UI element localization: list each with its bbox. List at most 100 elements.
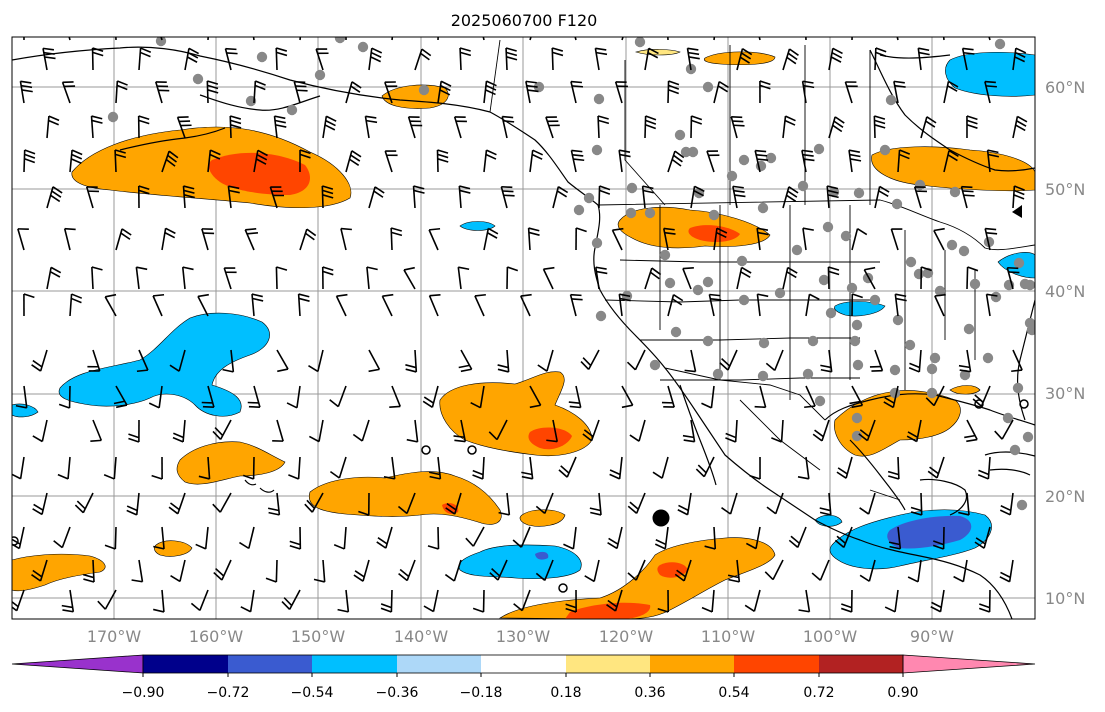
wind-barb	[337, 589, 350, 613]
colorbar-tick-label: −0.36	[376, 685, 419, 701]
wind-barb-flag	[907, 576, 919, 583]
wind-barb	[820, 349, 833, 373]
wind-barb	[195, 526, 209, 550]
wind-barb	[267, 492, 281, 516]
wind-barb-flag	[687, 47, 699, 51]
wind-barb-flag	[674, 150, 685, 159]
wind-barb	[797, 456, 810, 480]
wind-barb-staff	[182, 185, 186, 209]
wind-barb-flag	[986, 232, 998, 235]
wind-barb-staff	[644, 115, 647, 139]
wind-barb-flag	[302, 23, 312, 28]
wind-barb	[286, 385, 301, 409]
wind-barb-flag	[837, 467, 848, 475]
wind-barb-flag	[405, 364, 417, 369]
wind-barb-flag	[165, 227, 176, 235]
colorbar-tick-label: 0.18	[550, 685, 581, 701]
wind-barb-flag	[934, 293, 946, 297]
wind-barb-flag	[899, 149, 911, 155]
wind-barb-staff	[544, 492, 554, 514]
station-dot	[840, 230, 852, 242]
wind-barb-flag	[486, 80, 497, 87]
wind-barb-staff	[755, 526, 761, 549]
wind-barb-flag	[572, 153, 584, 157]
wind-barb	[719, 349, 738, 371]
wind-barb	[925, 385, 945, 407]
station-dot	[802, 368, 814, 380]
wind-barb-staff	[311, 492, 324, 513]
wind-barb	[242, 456, 255, 480]
station-dot	[1026, 324, 1035, 336]
wind-barb	[488, 419, 508, 441]
map-title: 2025060700 F120	[451, 11, 598, 30]
wind-barb-flag	[771, 437, 782, 443]
wind-barb-staff	[23, 149, 26, 173]
wind-barb-flag	[947, 85, 958, 92]
wind-barb-staff	[436, 149, 439, 173]
wind-barb-flag	[487, 227, 499, 235]
wind-barb-flag	[58, 403, 70, 409]
wind-barb	[227, 185, 240, 209]
wind-barb	[594, 47, 608, 71]
contour-blue-tropical	[458, 544, 582, 580]
wind-barb-flag	[895, 297, 907, 302]
wind-barb-flag	[853, 22, 863, 26]
wind-barb-staff	[644, 48, 650, 71]
wind-barb-staff	[297, 456, 301, 480]
wind-barb-staff	[736, 48, 744, 71]
wind-barb	[368, 349, 381, 373]
wind-barb-flag	[609, 473, 620, 480]
station-dot	[726, 170, 738, 182]
wind-barb-flag	[440, 80, 452, 87]
station-dot	[1019, 278, 1031, 290]
contour-blue-subtropical-pacific	[58, 312, 270, 417]
wind-barb-flag	[785, 115, 796, 122]
wind-barb-flag	[277, 368, 289, 373]
wind-barb	[483, 80, 497, 104]
wind-barb-flag	[351, 150, 362, 158]
wind-barb-flag	[429, 227, 441, 231]
wind-barb	[240, 589, 255, 613]
wind-barb	[389, 385, 401, 408]
wind-barb-staff	[67, 456, 71, 479]
wind-barb-flag	[584, 575, 595, 583]
wind-barb-staff	[527, 227, 531, 251]
wind-barb	[819, 492, 832, 516]
wind-barb-staff	[221, 559, 232, 581]
wind-barb-flag	[831, 51, 843, 59]
station-dot	[591, 144, 603, 156]
wind-barb-staff	[135, 267, 140, 290]
wind-barb	[405, 349, 418, 373]
wind-barb	[53, 526, 71, 549]
wind-barb-flag	[582, 357, 592, 367]
wind-barb-staff	[61, 82, 71, 104]
wind-barb-flag	[597, 115, 609, 120]
wind-barb	[994, 419, 1014, 440]
wind-barb-flag	[629, 19, 638, 26]
wind-barb-flag	[977, 474, 989, 480]
wind-barb-flag	[887, 470, 899, 476]
wind-barb-flag	[850, 158, 862, 162]
wind-barb-flag	[465, 537, 474, 547]
wind-barb-flag	[459, 185, 471, 190]
wind-barb-flag	[377, 537, 388, 545]
wind-barb-flag	[942, 18, 953, 20]
wind-barb-staff	[962, 559, 968, 582]
station-dot	[852, 359, 864, 371]
wind-barb	[201, 385, 215, 408]
wind-barb-staff	[453, 116, 462, 139]
wind-barb	[535, 492, 554, 515]
wind-barb	[376, 526, 393, 549]
map-content	[12, 18, 1035, 619]
wind-barb-flag	[57, 473, 69, 480]
wind-barb-staff	[82, 492, 94, 514]
wind-barb	[580, 349, 600, 370]
wind-barb-flag	[498, 511, 510, 516]
wind-barb	[609, 456, 623, 480]
wind-barb	[155, 81, 170, 104]
station-dot	[994, 38, 1006, 50]
wind-barb-flag	[667, 27, 678, 30]
wind-barb-flag	[684, 369, 696, 373]
wind-barb-flag	[20, 80, 32, 84]
station-dot	[708, 209, 720, 221]
